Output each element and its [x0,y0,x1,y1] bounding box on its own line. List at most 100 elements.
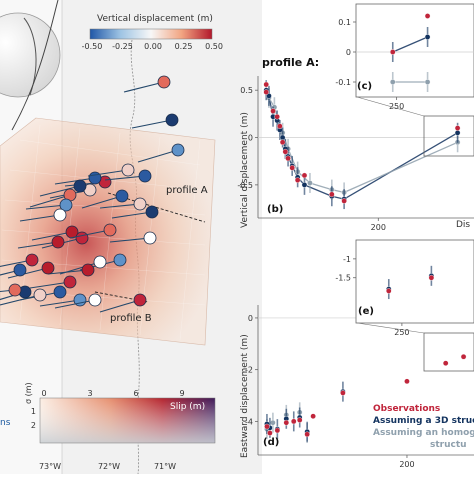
inset-frame [355,239,474,324]
gps-displacement-vector [29,194,71,208]
data-point-model-3D [279,134,286,141]
gps-displacement-vector [25,204,67,210]
gps-displacement-vector [0,289,16,293]
gps-station-marker [53,285,67,299]
data-point-observations [274,113,280,120]
y-tick-label: 0 [248,314,253,323]
gps-station-marker [157,75,171,89]
gps-station-marker [93,255,107,269]
data-point-observations [404,378,410,385]
gps-displacement-vector [0,294,41,306]
slip-model-outline [0,117,216,346]
data-point-observations [264,423,270,430]
y-tick-label: 0.5 [240,86,253,95]
longitude-tick-label: 71°W [154,462,176,471]
data-point-observations [296,417,303,423]
data-point-observations [389,49,396,55]
x-tick-label: 250 [389,102,404,111]
slip-sigma-colorbar-frame [39,397,216,444]
gps-station-marker [53,208,67,222]
panel-c-letter: (c) [357,81,373,92]
colorbar-tick-label: 0.25 [175,42,193,51]
gps-displacement-vector [87,169,129,177]
x-tick-label: 200 [371,223,386,232]
data-point-observations [454,125,461,131]
legend-observations: Observations [373,404,441,414]
longitude-tick-label: 73°W [39,462,61,471]
gps-displacement-vector [29,281,71,289]
gps-station-marker [51,235,65,249]
gps-displacement-vector [69,229,111,239]
gps-displacement-vector [17,241,59,249]
data-point-observations [263,89,270,95]
gps-displacement-vector [131,119,173,129]
panel-e: -1 -1.5 250 [335,239,474,337]
profile-b-line [94,291,149,303]
data-point-observations [428,274,435,281]
gps-displacement-vector [19,214,61,222]
y-tick-label: -4 [245,417,253,426]
data-point-observations [442,360,449,366]
data-point-observations [385,288,392,294]
data-point-observations [329,191,335,198]
panel-d-letter: (d) [263,437,280,448]
longitude-ticks: 73°W 72°W 71°W [39,462,176,471]
gps-displacement-vector [111,211,153,219]
slip-tick-label: 0 [41,389,46,398]
gps-station-marker [103,223,117,237]
gps-station-marker [171,143,185,157]
gps-displacement-vector [99,203,141,209]
gps-station-marker [8,283,22,297]
gps-displacement-vector [47,269,89,275]
colorbar-tick-label: -0.50 [82,42,103,51]
gps-station-marker [41,261,55,275]
gps-station-marker [121,163,135,177]
gps-station-marker [113,253,127,267]
slip-tick-label: 3 [87,389,92,398]
panel-e-letter: (e) [358,306,374,317]
zoom-connector [356,322,425,334]
zoom-connector [356,96,425,117]
data-point-observations [294,177,301,183]
inset-globe-leader-line [11,0,59,131]
model-curve-model-3D [265,89,458,200]
data-point-model-homogeneous [307,180,313,186]
x-tick-label: 250 [394,328,409,337]
y-tick-label: 0 [346,48,351,57]
data-point-observations [340,390,346,396]
slip-label: Slip (m) [170,402,206,412]
data-point-observations [304,431,310,438]
colorbar-tick-label: 0.50 [205,42,223,51]
longitude-tick-label: 72°W [98,462,120,471]
data-point-model-homogeneous [424,79,431,85]
slip-ticks: 0 3 6 9 [41,389,184,398]
gps-displacement-vector [109,237,151,243]
gps-displacement-vector [39,185,81,197]
data-point-model-3D [301,182,308,188]
gps-station-marker [138,169,152,183]
profile-a-label: profile A [166,185,208,196]
data-point-model-3D [424,34,431,40]
data-point-observations [424,13,431,19]
partial-legend-label: ns [0,418,11,428]
data-point-observations [277,123,283,129]
gps-station-marker [75,231,89,245]
panel-b: 0.5 0 -0.5 200 [237,76,474,232]
y-tick-label: -2 [245,366,253,375]
gps-displacement-vector [81,195,123,209]
gps-displacement-vector [31,231,73,241]
y-tick-label: -1.5 [335,274,351,283]
gps-station-marker [143,231,157,245]
gps-displacement-vector [0,259,33,267]
slip-tick-label: 6 [133,389,138,398]
vertical-displacement-colorbar [89,28,213,40]
data-point-observations [267,430,273,436]
y-tick-label: -0.5 [237,181,253,190]
profile-plots: 0.5 0 -0.5 200 0.1 0 -0.1 250 0 -2 -4 200 -1 -1.5 250 [237,3,474,469]
panel-c: 0.1 0 -0.1 250 [335,3,474,111]
zoom-box-profile-a [423,115,474,157]
sigma-tick-label: 1 [31,407,36,416]
sigma-colorbar [40,398,215,443]
